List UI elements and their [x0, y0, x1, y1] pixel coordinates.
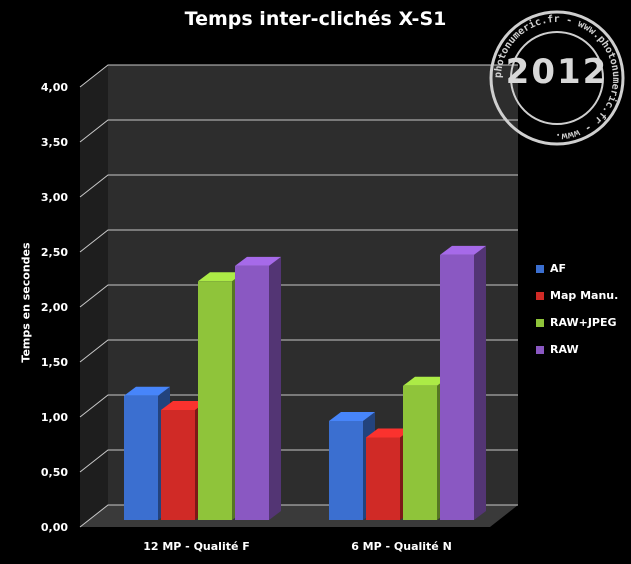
bar-side [474, 245, 486, 520]
bar-top [235, 256, 281, 266]
legend-label: RAW [550, 343, 579, 356]
legend-swatch [536, 318, 544, 327]
x-tick-labels: 12 MP - Qualité F 6 MP - Qualité N [143, 540, 452, 553]
bar-top [161, 401, 207, 410]
bar-front [366, 437, 400, 520]
y-axis-label: Temps en secondes [19, 242, 33, 363]
y-tick-label: 2,00 [41, 301, 68, 314]
stamp-year: 2012 [505, 52, 609, 92]
gridline [79, 339, 518, 363]
bar [235, 256, 281, 520]
legend-label: Map Manu. [550, 289, 619, 302]
bar-front [198, 281, 232, 520]
legend-item: RAW [536, 336, 618, 363]
bar-top [403, 376, 449, 386]
bar-front [403, 385, 437, 520]
y-tick-labels: 0,00 0,50 1,00 1,50 2,00 2,50 3,00 3,50 4,00 [41, 81, 68, 534]
gridline [79, 174, 518, 198]
x-tick-label: 12 MP - Qualité F [143, 540, 250, 553]
legend-swatch [536, 291, 544, 300]
x-tick-label: 6 MP - Qualité N [351, 540, 452, 553]
gridline [79, 394, 518, 418]
bar-top [329, 412, 375, 421]
y-tick-label: 0,00 [41, 521, 68, 534]
photonumeric-stamp-logo: photonumeric.fr - www.photonumeric.fr - … [487, 8, 627, 148]
bar-front [329, 421, 363, 520]
y-tick-label: 3,50 [41, 136, 68, 149]
y-tick-label: 4,00 [41, 81, 68, 94]
y-tick-label: 3,00 [41, 191, 68, 204]
gridline [79, 229, 518, 253]
bar-top [366, 428, 412, 438]
legend-swatch [536, 264, 544, 273]
bar-top [198, 272, 244, 282]
bar-front [235, 265, 269, 520]
gridline [79, 119, 518, 143]
chart-title: Temps inter-clichés X-S1 [184, 8, 447, 30]
bar [440, 245, 486, 520]
legend-label: AF [550, 262, 567, 275]
bar-top [440, 245, 486, 255]
legend: AF Map Manu. RAW+JPEG RAW [536, 255, 618, 363]
bar-side [269, 256, 281, 520]
legend-item: Map Manu. [536, 282, 618, 309]
gridline [79, 64, 518, 88]
y-tick-label: 1,50 [41, 356, 68, 369]
legend-swatch [536, 345, 544, 354]
legend-item: RAW+JPEG [536, 309, 618, 336]
bar-front [440, 254, 474, 520]
bar-top [124, 386, 170, 396]
bar-front [161, 410, 195, 520]
bars [124, 245, 486, 520]
y-tick-label: 0,50 [41, 466, 68, 479]
y-tick-label: 2,50 [41, 246, 68, 259]
bar-front [124, 395, 158, 520]
legend-label: RAW+JPEG [550, 316, 617, 329]
gridline [79, 284, 518, 308]
legend-item: AF [536, 255, 618, 282]
y-tick-label: 1,00 [41, 411, 68, 424]
